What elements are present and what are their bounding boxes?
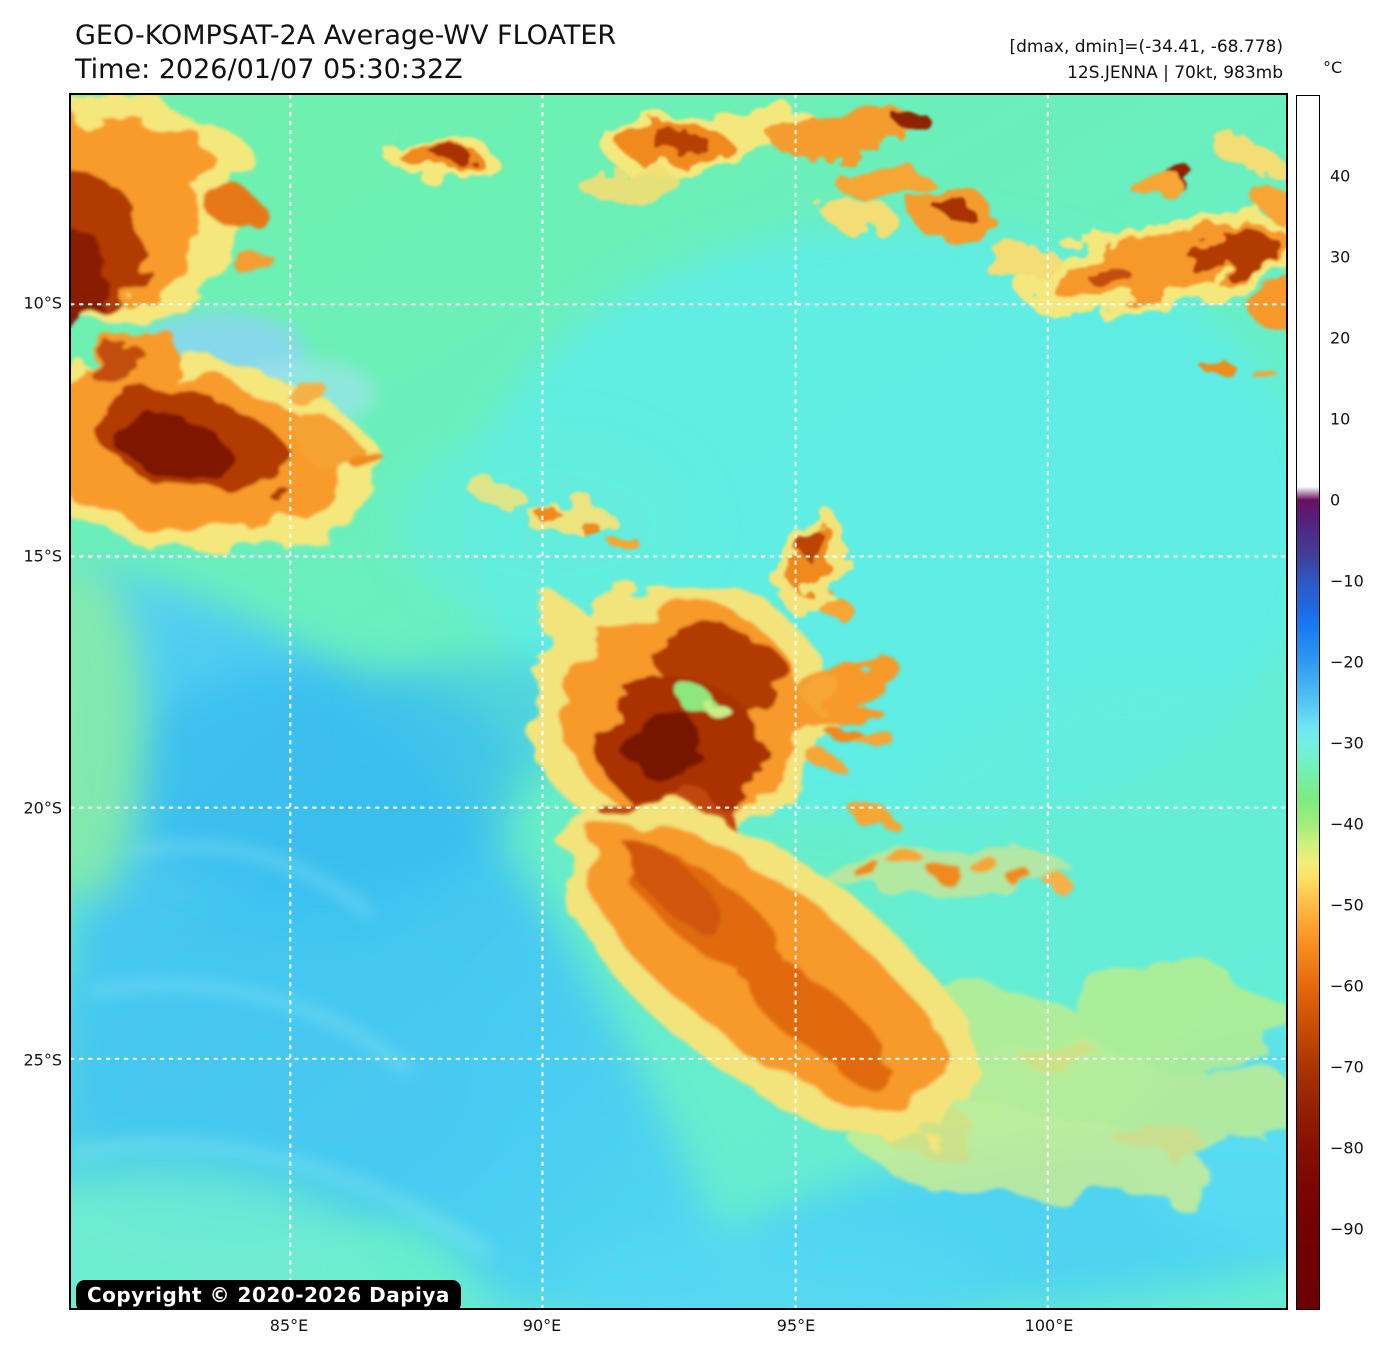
colorbar-tick-label: 0: [1330, 490, 1341, 510]
colorbar-tick-label: −40: [1330, 814, 1364, 834]
colorbar-unit-label: °C: [1323, 58, 1343, 77]
cloud-clusters-north: [384, 106, 1286, 617]
colorbar-tick-label: −60: [1330, 976, 1364, 996]
colorbar-tick-label: −70: [1330, 1057, 1364, 1077]
cyclone-south-band: [560, 801, 1075, 1139]
colorbar-tick-label: 40: [1330, 166, 1351, 186]
colorbar-tick-label: −10: [1330, 571, 1364, 591]
colorbar-tick-label: 10: [1330, 409, 1351, 429]
colorbar-tick-label: −20: [1330, 652, 1364, 672]
page-title: GEO-KOMPSAT-2A Average-WV FLOATER: [75, 20, 617, 51]
colorbar-tick-label: −80: [1330, 1138, 1364, 1158]
lon-tick-label: 85°E: [269, 1316, 309, 1335]
cloud-cluster-northwest: [71, 95, 384, 552]
satellite-map: Copyright © 2020-2026 Dapiya: [69, 93, 1288, 1310]
lon-tick-label: 90°E: [522, 1316, 562, 1335]
timestamp-label: Time: 2026/01/07 05:30:32Z: [75, 54, 463, 85]
header: GEO-KOMPSAT-2A Average-WV FLOATER Time: …: [75, 19, 616, 87]
cyan-patch-east: [888, 673, 1286, 1032]
lat-tick-label: 15°S: [23, 546, 62, 566]
lat-tick-label: 10°S: [23, 293, 62, 313]
temperature-colorbar: [1296, 95, 1320, 1310]
lat-tick-label: 20°S: [23, 798, 62, 818]
colorbar-tick-label: 30: [1330, 247, 1351, 267]
colorbar-tick-label: −90: [1330, 1219, 1364, 1239]
colorbar-tick-label: −30: [1330, 733, 1364, 753]
copyright-badge: Copyright © 2020-2026 Dapiya: [76, 1280, 461, 1308]
satellite-imagery: [71, 95, 1286, 1308]
lat-tick-label: 25°S: [23, 1050, 62, 1070]
colorbar-tick-label: 20: [1330, 328, 1351, 348]
storm-annotation: 12S.JENNA | 70kt, 983mb: [1067, 63, 1283, 83]
colorbar-tick-label: −50: [1330, 895, 1364, 915]
annotation-block: [dmax, dmin]=(-34.41, -68.778) 12S.JENNA…: [1010, 34, 1284, 86]
lon-tick-label: 95°E: [776, 1316, 816, 1335]
dmax-dmin-annotation: [dmax, dmin]=(-34.41, -68.778): [1009, 37, 1284, 57]
lon-tick-label: 100°E: [1024, 1316, 1074, 1335]
